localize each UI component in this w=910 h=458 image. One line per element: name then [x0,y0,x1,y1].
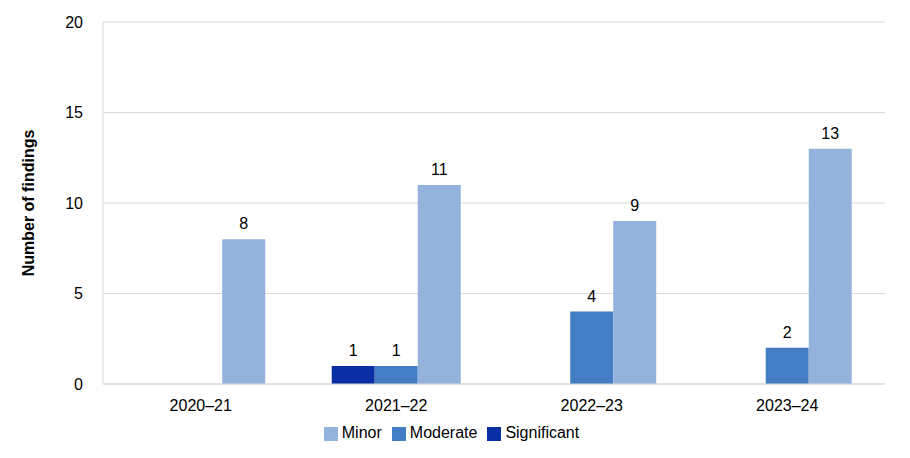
svg-text:2022–23: 2022–23 [561,397,623,414]
svg-text:1: 1 [349,342,358,359]
svg-text:2020–21: 2020–21 [170,397,232,414]
svg-text:8: 8 [239,215,248,232]
svg-text:4: 4 [587,288,596,305]
html-text:Minor: Minor [341,424,382,441]
svg-text:10: 10 [65,195,83,212]
svg-text:0: 0 [74,376,83,393]
svg-text:1: 1 [392,342,401,359]
html-text:Moderate: Moderate [409,424,478,441]
svg-text:2023–24: 2023–24 [756,397,818,414]
svg-text:15: 15 [65,104,83,121]
svg-text:13: 13 [821,125,839,142]
svg-text:2021–22: 2021–22 [365,397,427,414]
svg-text:11: 11 [431,161,448,178]
svg-text:9: 9 [630,197,639,214]
html-text:Significant: Significant [505,424,580,441]
svg-text:5: 5 [74,285,83,302]
svg-text:Number of findings: Number of findings [20,130,37,277]
svg-text:20: 20 [65,14,83,31]
svg-text:2: 2 [783,324,792,341]
